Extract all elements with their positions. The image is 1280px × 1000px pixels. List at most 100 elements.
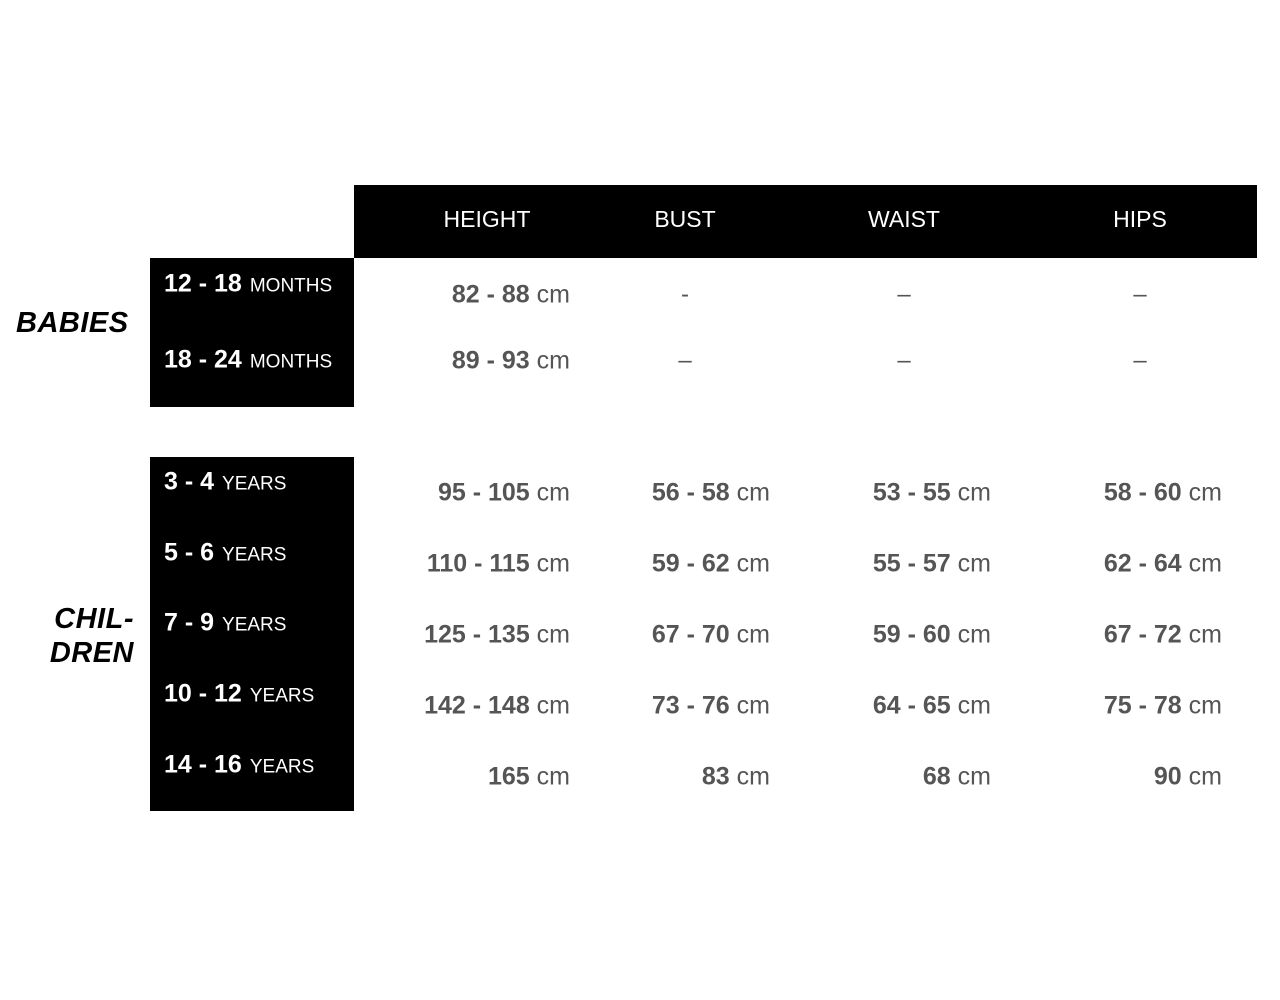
measurement-number: 64 - 65: [872, 691, 951, 720]
measurement-height: 125 - 135 cm: [424, 621, 570, 650]
age-unit: YEARS: [249, 756, 315, 778]
measurement-hips: 62 - 64 cm: [1104, 550, 1222, 579]
measurement-unit: cm: [957, 762, 991, 791]
age-unit: YEARS: [222, 614, 287, 636]
measurement-unit: cm: [1188, 762, 1222, 791]
measurement-number: 95 - 105: [437, 478, 530, 507]
age-label: 10 - 12 YEARS: [164, 680, 314, 709]
measurement-waist: 68 cm: [923, 763, 991, 792]
measurement-bust: 67 - 70 cm: [652, 621, 770, 650]
measurement-unit: cm: [957, 620, 991, 649]
empty-value: –: [678, 347, 692, 374]
measurement-number: 56 - 58: [651, 478, 730, 507]
age-label: 18 - 24 MONTHS: [164, 346, 332, 375]
age-unit: YEARS: [222, 544, 287, 566]
empty-value: –: [897, 347, 911, 374]
children-label-line1: CHIL-: [54, 603, 134, 635]
age-range: 5 - 6: [164, 538, 215, 567]
measurement-bust: 83 cm: [702, 763, 770, 792]
measurement-waist: 55 - 57 cm: [873, 550, 991, 579]
measurement-unit: cm: [1188, 549, 1222, 578]
measurement-number: 58 - 60: [1103, 478, 1182, 507]
age-range: 3 - 4: [164, 467, 215, 496]
measurement-unit: cm: [957, 478, 991, 507]
age-label: 14 - 16 YEARS: [164, 751, 314, 780]
measurement-unit: cm: [536, 346, 570, 375]
age-range: 14 - 16: [164, 750, 242, 779]
measurement-number: 75 - 78: [1103, 691, 1182, 720]
column-header-waist: WAIST: [868, 206, 940, 232]
measurement-number: 73 - 76: [651, 691, 730, 720]
measurement-height: 142 - 148 cm: [424, 692, 570, 721]
age-label: 5 - 6 YEARS: [164, 539, 286, 568]
measurement-unit: cm: [536, 280, 570, 309]
measurement-unit: cm: [736, 549, 770, 578]
measurement-number: 53 - 55: [872, 478, 951, 507]
column-header-height: HEIGHT: [443, 206, 531, 232]
children-label-line2: DREN: [49, 637, 134, 669]
measurement-number: 82 - 88: [451, 280, 530, 309]
age-label: 3 - 4 YEARS: [164, 468, 286, 497]
age-unit: MONTHS: [249, 275, 333, 297]
empty-value: –: [897, 281, 911, 308]
measurement-number: 59 - 62: [651, 549, 730, 578]
babies-group-label: BABIES: [16, 307, 129, 339]
measurement-bust: 73 - 76 cm: [652, 692, 770, 721]
measurement-unit: cm: [736, 620, 770, 649]
measurement-number: 165: [488, 762, 530, 791]
column-header-hips: HIPS: [1113, 206, 1167, 232]
measurement-unit: cm: [1188, 620, 1222, 649]
measurement-unit: cm: [736, 691, 770, 720]
measurement-bust: 59 - 62 cm: [652, 550, 770, 579]
measurement-number: 142 - 148: [424, 691, 530, 720]
measurement-waist: 59 - 60 cm: [873, 621, 991, 650]
measurement-number: 125 - 135: [424, 620, 530, 649]
measurement-unit: cm: [536, 762, 570, 791]
age-range: 7 - 9: [164, 608, 215, 637]
measurement-number: 68: [922, 762, 951, 791]
children-group-label: CHIL- DREN: [50, 602, 134, 670]
measurement-waist: 64 - 65 cm: [873, 692, 991, 721]
age-range: 18 - 24: [164, 345, 242, 374]
measurement-hips: 75 - 78 cm: [1104, 692, 1222, 721]
age-unit: YEARS: [222, 473, 287, 495]
age-unit: YEARS: [249, 685, 315, 707]
empty-value: –: [1133, 281, 1147, 308]
measurement-number: 90: [1153, 762, 1182, 791]
measurement-unit: cm: [536, 620, 570, 649]
measurement-number: 89 - 93: [451, 346, 530, 375]
measurement-height: 165 cm: [488, 763, 570, 792]
age-label: 12 - 18 MONTHS: [164, 270, 332, 299]
measurement-unit: cm: [536, 549, 570, 578]
measurement-unit: cm: [736, 478, 770, 507]
column-header-bust: BUST: [654, 206, 716, 232]
age-label: 7 - 9 YEARS: [164, 609, 286, 638]
measurement-height: 89 - 93 cm: [452, 347, 570, 376]
measurement-unit: cm: [536, 478, 570, 507]
measurement-number: 83: [701, 762, 730, 791]
measurement-number: 67 - 72: [1103, 620, 1182, 649]
children-age-band: [150, 457, 354, 811]
measurement-unit: cm: [1188, 478, 1222, 507]
measurement-waist: 53 - 55 cm: [873, 479, 991, 508]
measurement-unit: cm: [536, 691, 570, 720]
measurement-number: 67 - 70: [651, 620, 730, 649]
measurement-unit: cm: [736, 762, 770, 791]
measurement-number: 55 - 57: [872, 549, 951, 578]
measurement-unit: cm: [1188, 691, 1222, 720]
measurement-height: 82 - 88 cm: [452, 281, 570, 310]
age-unit: MONTHS: [249, 351, 333, 373]
measurement-number: 59 - 60: [872, 620, 951, 649]
measurement-unit: cm: [957, 549, 991, 578]
age-range: 10 - 12: [164, 679, 242, 708]
empty-value: –: [1133, 347, 1147, 374]
babies-age-band: [150, 258, 354, 407]
column-header-band: [354, 185, 1257, 258]
measurement-hips: 90 cm: [1154, 763, 1222, 792]
measurement-number: 110 - 115: [426, 549, 530, 578]
measurement-height: 95 - 105 cm: [438, 479, 570, 508]
measurement-number: 62 - 64: [1103, 549, 1182, 578]
measurement-bust: 56 - 58 cm: [652, 479, 770, 508]
measurement-hips: 58 - 60 cm: [1104, 479, 1222, 508]
measurement-unit: cm: [957, 691, 991, 720]
